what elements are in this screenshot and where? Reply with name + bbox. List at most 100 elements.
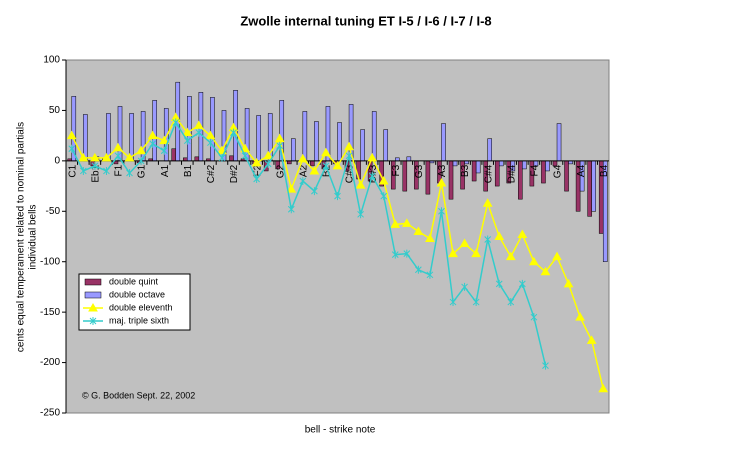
legend-label: maj. triple sixth [109, 315, 169, 325]
bar [402, 160, 408, 192]
point-marker [230, 128, 237, 137]
x-tick-label: D#3 [368, 164, 379, 183]
y-tick-label: 50 [49, 105, 61, 116]
bar [229, 155, 234, 162]
point-marker [507, 298, 515, 307]
bar [452, 160, 458, 167]
x-axis-label: bell - strike note [305, 425, 376, 436]
bar [475, 160, 481, 174]
point-marker [471, 248, 481, 258]
point-marker [311, 187, 318, 196]
x-tick-label: G4 [553, 164, 564, 178]
bar [314, 121, 319, 162]
x-tick-label: D#4 [506, 164, 517, 183]
bar [541, 160, 546, 184]
bar [498, 160, 504, 167]
point-marker [240, 143, 250, 153]
point-marker [542, 361, 549, 370]
point-marker [552, 251, 562, 261]
bar [545, 160, 550, 172]
bar [471, 160, 477, 182]
point-marker [253, 175, 260, 184]
point-marker [263, 150, 274, 160]
bar [106, 113, 111, 162]
point-marker [79, 166, 87, 175]
point-marker [147, 130, 158, 140]
point-marker [137, 156, 145, 165]
point-marker [495, 279, 503, 288]
point-marker [287, 205, 295, 214]
x-tick-label: D#2 [229, 164, 240, 183]
x-tick-label: B4 [599, 164, 610, 177]
point-marker [518, 279, 526, 288]
point-marker [505, 251, 516, 261]
point-marker [322, 161, 330, 170]
point-marker [251, 157, 262, 167]
point-marker [563, 278, 574, 288]
x-tick-label: C#2 [206, 164, 217, 183]
y-tick-label: -50 [46, 206, 61, 217]
x-tick-label: G1 [137, 164, 148, 178]
point-marker [494, 231, 505, 240]
point-marker [449, 298, 457, 307]
bar [117, 106, 123, 162]
point-marker [378, 176, 389, 185]
point-marker [413, 226, 424, 235]
point-marker [126, 168, 133, 177]
legend-marker [89, 317, 97, 325]
point-marker [124, 152, 135, 162]
point-marker [334, 192, 341, 201]
x-tick-label: G3 [414, 164, 425, 178]
x-tick-label: F1 [114, 164, 125, 176]
point-marker [66, 130, 77, 140]
x-tick-label: C1 [67, 164, 78, 177]
point-marker [415, 265, 422, 274]
point-marker [68, 144, 76, 153]
point-marker [194, 120, 204, 130]
point-marker [575, 312, 585, 321]
legend-swatch [84, 291, 102, 299]
x-tick-label: B3 [460, 164, 471, 177]
annotation: © G. Bodden Sept. 22, 2002 [82, 390, 195, 400]
x-tick-label: F2 [252, 164, 263, 176]
bar [522, 160, 527, 170]
bar [129, 113, 134, 162]
point-marker [297, 153, 308, 163]
point-marker [448, 248, 458, 258]
x-tick-label: G2 [275, 164, 286, 178]
bar [587, 160, 592, 217]
point-marker [149, 139, 157, 148]
point-marker [332, 160, 343, 170]
x-tick-label: A2 [298, 164, 309, 177]
point-marker [114, 151, 122, 160]
point-marker [529, 256, 539, 266]
point-marker [461, 282, 468, 291]
point-marker [344, 141, 354, 151]
bar [448, 160, 454, 200]
point-marker [598, 383, 609, 393]
point-marker [517, 229, 528, 238]
bar [406, 156, 412, 162]
chart-title: Zwolle internal tuning ET I-5 / I-6 / I-… [240, 13, 491, 28]
point-marker [241, 151, 249, 160]
point-marker [530, 313, 538, 322]
bar [256, 115, 261, 162]
point-marker [391, 250, 399, 259]
point-marker [367, 152, 378, 162]
plot-area [65, 59, 610, 414]
y-axis-label: individual bells [28, 204, 39, 269]
bar [302, 111, 308, 162]
bar [383, 129, 389, 162]
point-marker [355, 180, 366, 189]
point-marker [113, 142, 123, 152]
y-tick-label: -100 [40, 256, 60, 267]
bar [194, 156, 200, 162]
legend-label: double eleventh [109, 302, 173, 312]
point-marker [380, 192, 388, 201]
bar [425, 160, 431, 195]
point-marker [274, 133, 285, 143]
point-marker [264, 159, 272, 168]
point-marker [309, 165, 320, 175]
bar [556, 123, 562, 162]
